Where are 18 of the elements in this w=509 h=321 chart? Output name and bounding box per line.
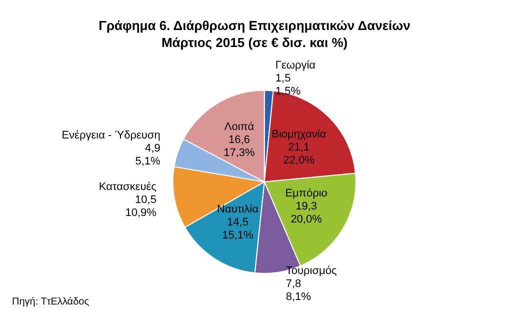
text: Πηγή: ΤτΕλλάδος bbox=[12, 296, 90, 308]
chart-title: Γράφημα 6. Διάρθρωση Επιχειρηματικών Δανείων Μάρτιος 2015 (σε € δισ. και %) bbox=[98, 18, 410, 50]
data-label: 7,8 8,1% bbox=[286, 278, 312, 304]
slice-label: Κατασκευές bbox=[98, 181, 156, 194]
slice-label: Γεωργία bbox=[275, 59, 316, 72]
data-label: 16,6 17,3% bbox=[224, 134, 256, 160]
data-label: 1,5 1,5% bbox=[275, 72, 301, 98]
slice-label: Ενέργεια - Ύδρευση bbox=[62, 130, 160, 142]
slice-label: Τουρισμός bbox=[286, 265, 337, 278]
slice-label: Εμπόριο bbox=[285, 188, 328, 200]
data-label: 21,1 22,0% bbox=[283, 141, 315, 166]
data-label: 10,5 10,9% bbox=[125, 194, 157, 220]
slice-label: Λοιπά bbox=[224, 121, 255, 134]
data-label: 14,5 15,1% bbox=[222, 216, 254, 242]
data-label: 4,9 5,1% bbox=[135, 142, 161, 168]
slice-label: Βιομηχανία bbox=[272, 128, 327, 140]
slice-label: Ναυτιλία bbox=[217, 204, 260, 216]
data-label: 19,3 20,0% bbox=[290, 200, 322, 226]
